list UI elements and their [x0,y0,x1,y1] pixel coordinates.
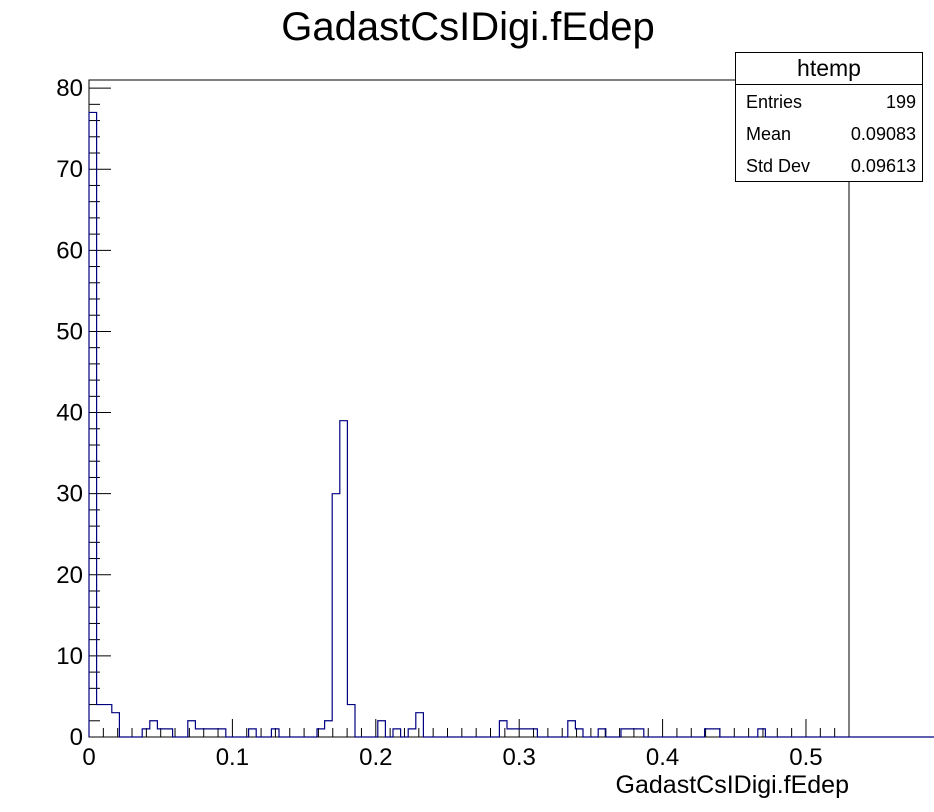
y-tick-label: 60 [56,237,83,264]
x-tick-label: 0 [82,744,95,771]
stats-row-stddev: Std Dev 0.09613 [736,150,922,182]
x-axis-label: GadastCsIDigi.fEdep [616,771,849,799]
y-tick-label: 30 [56,481,83,508]
stats-box: htemp Entries 199 Mean 0.09083 Std Dev 0… [735,52,923,182]
stats-stddev-value: 0.09613 [850,156,916,176]
stats-mean-value: 0.09083 [850,124,916,144]
stats-title: htemp [736,53,922,85]
y-tick-label: 70 [56,156,83,183]
stats-entries-value: 199 [885,92,916,112]
y-tick-label: 0 [70,724,83,751]
x-axis: 0 0.1 0.2 0.3 0.4 0.5 [82,719,836,771]
stats-row-mean: Mean 0.09083 [736,118,922,150]
y-axis: 0 10 20 30 40 50 60 70 80 [56,75,111,751]
y-tick-label: 50 [56,318,83,345]
x-tick-label: 0.5 [789,744,822,771]
chart-title: GadastCsIDigi.fEdep [281,5,655,49]
y-tick-label: 20 [56,562,83,589]
histogram-line [88,111,934,738]
y-tick-label: 80 [56,75,83,102]
x-tick-label: 0.3 [503,744,536,771]
x-tick-label: 0.1 [216,744,249,771]
x-tick-label: 0.4 [646,744,679,771]
x-tick-label: 0.2 [359,744,392,771]
stats-entries-label: Entries [746,92,803,112]
stats-stddev-label: Std Dev [746,156,811,176]
stats-row-entries: Entries 199 [736,86,922,118]
y-tick-label: 10 [56,643,83,670]
stats-mean-label: Mean [746,124,792,144]
y-tick-label: 40 [56,400,83,427]
